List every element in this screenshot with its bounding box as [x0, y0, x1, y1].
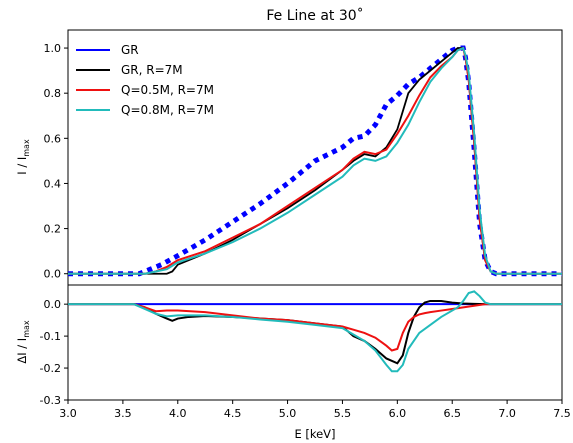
- legend-label-gr-r-7m: GR, R=7M: [121, 63, 183, 77]
- bottom-y-tick-label: -0.3: [40, 394, 61, 407]
- x-tick-label: 4.5: [224, 407, 242, 420]
- chart-title: Fe Line at 30˚: [266, 7, 363, 24]
- top-y-axis-label-sub: max: [22, 139, 31, 157]
- x-tick-label: 3.0: [59, 407, 77, 420]
- bottom-panel-y-ticks: 0.0 -0.1 -0.2 -0.3: [40, 298, 68, 407]
- bottom-panel-series: [68, 291, 562, 371]
- bottom-series-gr-r-7m: [68, 301, 562, 363]
- x-tick-label: 7.0: [498, 407, 516, 420]
- x-tick-label: 5.5: [334, 407, 352, 420]
- legend-label-gr: GR: [121, 43, 139, 57]
- x-axis-ticks: 3.0 3.5 4.0 4.5 5.0 5.5 6.0 6.5 7.0 7.5: [59, 400, 571, 420]
- bottom-y-tick-label: 0.0: [44, 298, 62, 311]
- top-y-tick-label: 0.0: [44, 268, 62, 281]
- top-y-tick-label: 0.8: [44, 87, 62, 100]
- bottom-y-tick-label: -0.1: [40, 330, 61, 343]
- bottom-y-axis-label-sub: max: [22, 320, 31, 338]
- top-y-axis-label-main: I / I: [15, 157, 29, 175]
- top-panel-series: [68, 48, 562, 274]
- bottom-y-axis-label-main: ΔI / I: [15, 338, 29, 364]
- legend: GR GR, R=7M Q=0.5M, R=7M Q=0.8M, R=7M: [76, 43, 214, 117]
- x-tick-label: 6.0: [389, 407, 407, 420]
- bottom-panel-frame: [68, 285, 562, 400]
- top-panel-y-ticks: 0.0 0.2 0.4 0.6 0.8 1.0: [44, 42, 69, 281]
- bottom-y-tick-label: -0.2: [40, 362, 61, 375]
- top-y-tick-label: 0.2: [44, 223, 62, 236]
- top-series-gr: [68, 48, 562, 274]
- x-axis-label: E [keV]: [294, 427, 335, 441]
- legend-label-q-0-8m-r-7m: Q=0.8M, R=7M: [121, 103, 214, 117]
- x-tick-label: 4.0: [169, 407, 187, 420]
- bottom-panel: 0.0 -0.1 -0.2 -0.3 3.0 3.5 4.0 4.5 5.0 5.5 6.0 6.5…: [40, 285, 571, 420]
- bottom-series-q-0-5m-r-7m: [68, 304, 562, 350]
- top-y-tick-label: 1.0: [44, 42, 62, 55]
- top-y-axis-label: I / Imax: [15, 139, 31, 175]
- x-tick-label: 6.5: [443, 407, 461, 420]
- top-y-tick-label: 0.6: [44, 132, 62, 145]
- x-tick-label: 3.5: [114, 407, 132, 420]
- x-tick-label: 5.0: [279, 407, 297, 420]
- top-panel: 0.0 0.2 0.4 0.6 0.8 1.0 GR GR, R=7M Q=0.5M, R=7…: [44, 30, 563, 285]
- bottom-y-axis-label: ΔI / Imax: [15, 320, 31, 364]
- legend-label-q-0-5m-r-7m: Q=0.5M, R=7M: [121, 83, 214, 97]
- x-tick-label: 7.5: [553, 407, 571, 420]
- top-y-tick-label: 0.4: [44, 177, 62, 190]
